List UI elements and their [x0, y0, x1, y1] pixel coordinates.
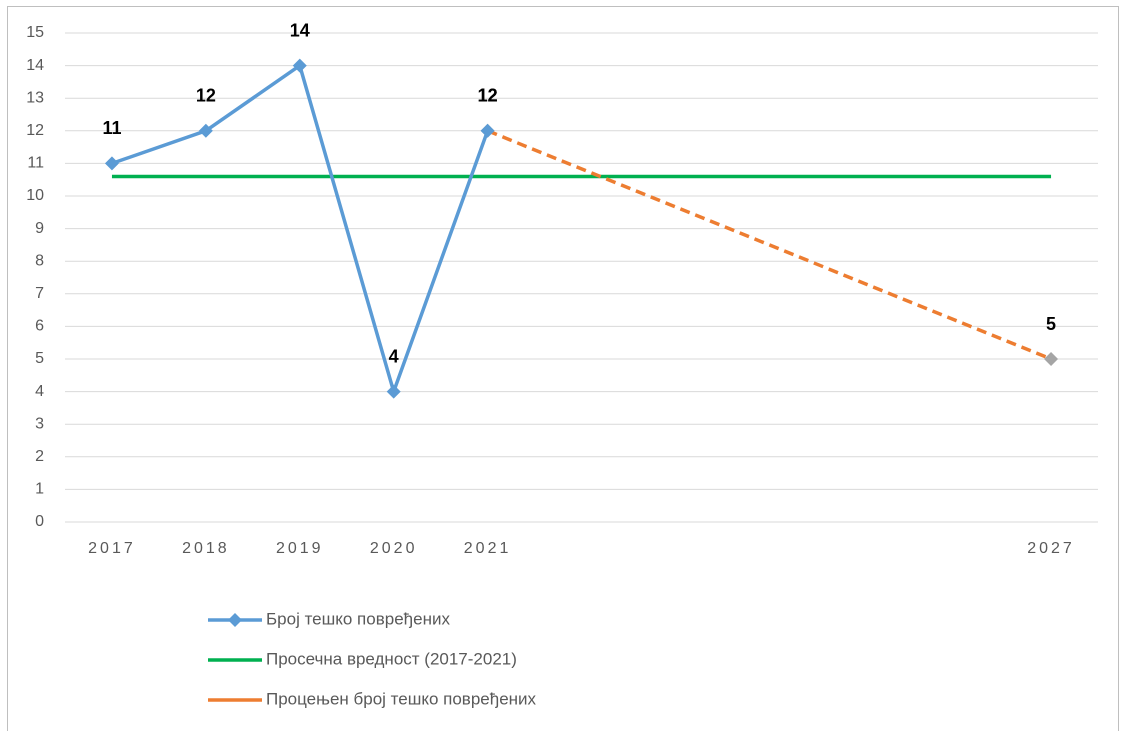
y-tick-label: 10	[26, 187, 44, 204]
y-tick-label: 13	[26, 89, 44, 106]
x-tick-label: 2019	[276, 540, 324, 557]
marker	[198, 123, 213, 138]
legend-label: Просечна вредност (2017-2021)	[266, 649, 517, 668]
data-label: 11	[102, 118, 121, 138]
x-tick-label: 2021	[464, 540, 512, 557]
marker	[104, 156, 119, 171]
x-tick-label: 2027	[1027, 540, 1075, 557]
y-tick-label: 1	[35, 481, 44, 498]
marker	[386, 384, 401, 399]
marker	[480, 123, 495, 138]
y-tick-label: 12	[26, 122, 44, 139]
data-label: 14	[290, 20, 310, 40]
legend-label: Процењен број тешко повређених	[266, 689, 537, 708]
legend-marker	[228, 613, 242, 627]
x-tick-label: 2017	[88, 540, 136, 557]
marker	[1044, 352, 1059, 366]
series-line	[486, 129, 1052, 361]
y-tick-label: 15	[26, 24, 44, 41]
x-tick-label: 2020	[370, 540, 418, 557]
data-label: 12	[478, 86, 498, 106]
data-label: 4	[389, 346, 399, 366]
chart-frame	[7, 6, 1119, 736]
marker	[292, 58, 307, 73]
y-tick-label: 3	[35, 415, 44, 432]
y-tick-label: 14	[26, 57, 44, 74]
y-tick-label: 2	[35, 448, 44, 465]
data-label: 12	[478, 86, 498, 106]
y-tick-label: 8	[35, 252, 44, 269]
y-tick-label: 9	[35, 220, 44, 237]
y-tick-label: 0	[35, 513, 44, 530]
x-tick-label: 2018	[182, 540, 230, 557]
y-tick-label: 5	[35, 350, 44, 367]
y-tick-label: 7	[35, 285, 44, 302]
y-tick-label: 6	[35, 318, 44, 335]
y-tick-label: 4	[35, 383, 44, 400]
legend-label: Број тешко повређених	[266, 609, 450, 628]
data-label: 5	[1046, 314, 1056, 334]
y-tick-label: 11	[27, 155, 44, 172]
data-label: 12	[196, 86, 216, 106]
